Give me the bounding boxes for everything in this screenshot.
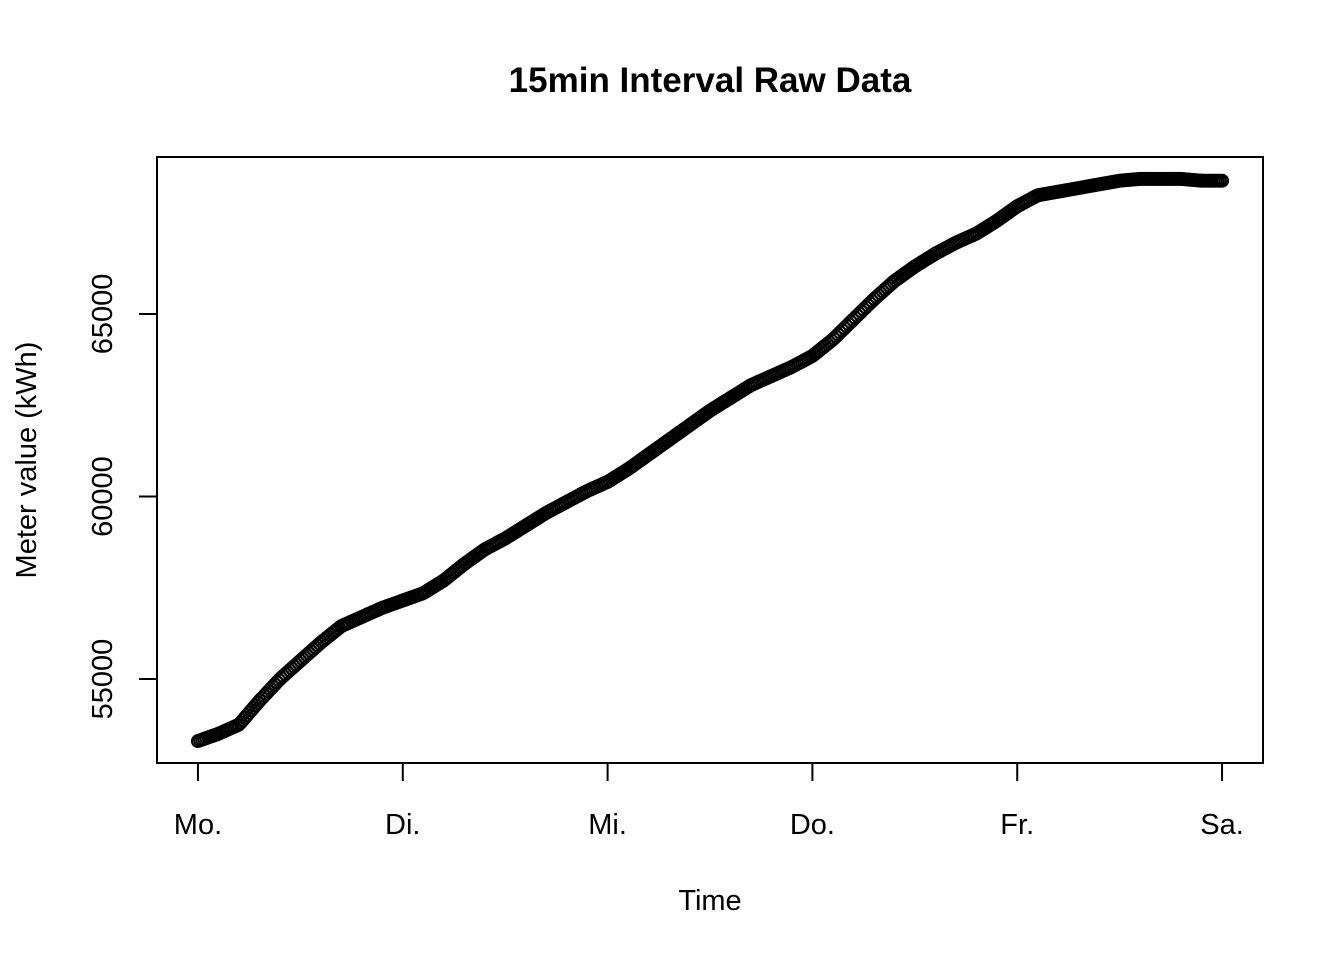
x-tick-label: Do.	[790, 809, 835, 841]
x-tick-label: Mo.	[174, 809, 222, 841]
x-tick-label: Sa.	[1200, 809, 1244, 841]
x-axis-label: Time	[678, 885, 741, 917]
y-axis-label: Meter value (kWh)	[11, 342, 43, 579]
y-tick-label: 65000	[87, 274, 119, 355]
x-tick-label: Fr.	[1000, 809, 1034, 841]
x-tick-label: Di.	[385, 809, 420, 841]
plot-area	[156, 156, 1264, 764]
y-axis: 55000 60000 65000	[87, 274, 157, 720]
data-point	[1215, 173, 1230, 188]
x-tick-label: Mi.	[588, 809, 627, 841]
y-tick-label: 60000	[87, 456, 119, 537]
data-points	[190, 171, 1230, 749]
x-axis: Mo. Di. Mi. Do. Fr. Sa.	[174, 762, 1244, 841]
chart-title: 15min Interval Raw Data	[509, 61, 912, 100]
y-tick-label: 55000	[87, 639, 119, 720]
